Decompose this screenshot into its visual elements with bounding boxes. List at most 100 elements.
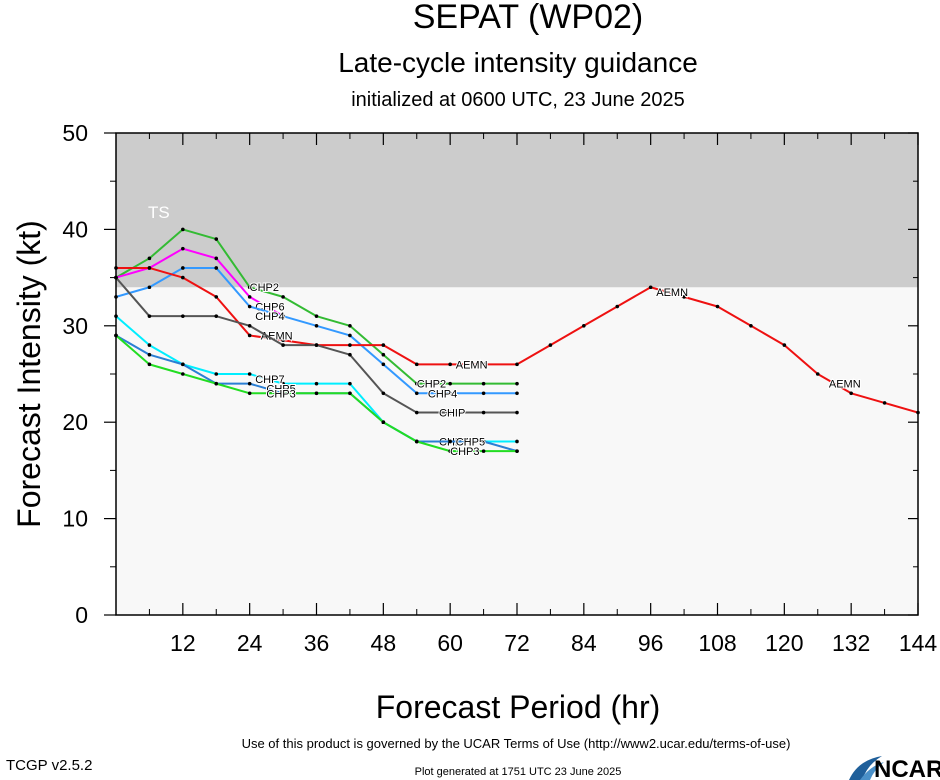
data-point-chp3: [147, 362, 152, 367]
data-point-chip: [147, 314, 152, 318]
data-point-chp4: [414, 391, 419, 396]
data-point-chp5: [181, 362, 185, 367]
y-tick-label: 20: [62, 409, 88, 435]
terms-of-use-text: Use of this product is governed by the U…: [242, 736, 791, 751]
ncar-logo: NCAR: [849, 756, 940, 780]
data-point-chip: [414, 410, 419, 415]
data-point-chp5: [448, 439, 452, 444]
data-point-chp2: [214, 237, 219, 241]
data-point-aemn: [214, 295, 219, 299]
data-point-aemn: [247, 333, 252, 338]
x-tick-label: 36: [304, 630, 330, 656]
data-point-chip: [481, 410, 486, 415]
data-point-chip: [381, 391, 386, 396]
x-axis-label: Forecast Period (hr): [376, 689, 661, 725]
series-label-aemn: AEMN: [261, 330, 293, 342]
data-point-aemn: [682, 295, 686, 299]
data-point-chp2: [381, 352, 386, 357]
data-point-chp4: [314, 324, 319, 328]
data-point-aemn: [281, 338, 285, 343]
data-point-chp5: [147, 352, 152, 357]
data-point-chp4: [348, 333, 352, 338]
tropical-storm-band: [116, 133, 918, 288]
data-point-chp7: [348, 381, 352, 386]
data-point-chp3: [214, 381, 219, 386]
x-tick-label: 144: [899, 630, 938, 656]
series-label-chp7: CHP7: [255, 374, 284, 386]
data-point-aemn: [448, 362, 452, 367]
x-tick-label: 96: [638, 630, 664, 656]
x-tick-label: 12: [170, 630, 196, 656]
data-point-aemn: [181, 275, 185, 280]
series-label-chp4: CHP4: [428, 388, 457, 400]
data-point-chip: [515, 410, 519, 415]
data-point-chp4: [181, 266, 185, 270]
x-tick-label: 108: [698, 630, 736, 656]
series-label-aemn: AEMN: [456, 359, 488, 371]
data-point-chp4: [381, 362, 386, 367]
data-point-aemn: [615, 304, 620, 309]
data-point-chp3: [348, 391, 352, 396]
data-point-aemn: [815, 372, 820, 376]
data-point-chp3: [314, 391, 319, 396]
data-point-chp3: [414, 439, 419, 444]
plot-generated-text: Plot generated at 1751 UTC 23 June 2025: [415, 766, 622, 778]
chart-subtitle: Late-cycle intensity guidance: [338, 47, 698, 78]
series-label-chp3: CHP3: [266, 388, 295, 400]
y-tick-label: 50: [62, 120, 88, 146]
data-point-chp2: [348, 324, 352, 328]
data-point-aemn: [749, 324, 753, 328]
data-point-chp4: [147, 285, 152, 290]
version-text: TCGP v2.5.2: [6, 757, 92, 774]
series-label-aemn: AEMN: [656, 287, 688, 299]
x-tick-label: 24: [237, 630, 263, 656]
band-label: TS: [148, 203, 170, 222]
x-tick-label: 60: [437, 630, 463, 656]
data-point-chip: [448, 410, 452, 415]
data-point-chp2: [414, 381, 419, 386]
ncar-logo-text: NCAR: [874, 756, 940, 780]
data-point-chp4: [448, 391, 452, 396]
data-point-chp3: [481, 449, 486, 453]
data-point-chp7: [147, 343, 152, 347]
data-point-chp3: [381, 420, 386, 425]
data-point-chp2: [481, 381, 486, 386]
data-point-aemn: [147, 266, 152, 270]
y-tick-label: 40: [62, 216, 88, 242]
data-point-aemn: [648, 285, 653, 290]
data-point-aemn: [381, 343, 386, 347]
data-point-aemn: [582, 324, 586, 328]
data-point-chp2: [448, 381, 452, 386]
ncar-logo-swoosh-icon: [849, 756, 882, 780]
data-point-chp7: [214, 372, 219, 376]
data-point-aemn: [348, 343, 352, 347]
series-label-chp3: CHP3: [450, 446, 479, 458]
ncar-logo-swoosh-accent-icon: [860, 762, 884, 780]
data-point-chp7: [515, 439, 519, 444]
x-tick-label: 120: [765, 630, 803, 656]
y-axis-label: Forecast Intensity (kt): [11, 220, 47, 528]
data-point-chp2: [181, 227, 185, 232]
data-point-chp2: [147, 256, 152, 261]
chart-title: SEPAT (WP02): [413, 0, 644, 36]
series-layer: CHP2CHP2CHP6CHP4CHP4AEMNAEMNAEMNAEMNCHIP…: [114, 227, 920, 459]
data-point-chp4: [515, 391, 519, 396]
data-point-aemn: [849, 391, 853, 396]
y-tick-label: 0: [75, 602, 88, 628]
data-point-chip: [348, 352, 352, 357]
data-point-chp6: [247, 295, 252, 299]
data-point-chp2: [314, 314, 319, 318]
data-point-aemn: [782, 343, 787, 347]
tick-layer: 12 24 36 48 60 72 84 96 108 120 132 144 0 10 20 30 40 50: [62, 120, 937, 656]
x-tick-label: 72: [504, 630, 530, 656]
chart-initialized-time: initialized at 0600 UTC, 23 June 2025: [351, 89, 685, 111]
data-point-chip: [281, 343, 285, 347]
series-label-aemn: AEMN: [829, 379, 861, 391]
data-point-chp6: [214, 256, 219, 261]
data-point-chp4: [281, 314, 285, 318]
data-point-chip: [314, 343, 319, 347]
data-point-chip: [214, 314, 219, 318]
data-point-chp4: [481, 391, 486, 396]
